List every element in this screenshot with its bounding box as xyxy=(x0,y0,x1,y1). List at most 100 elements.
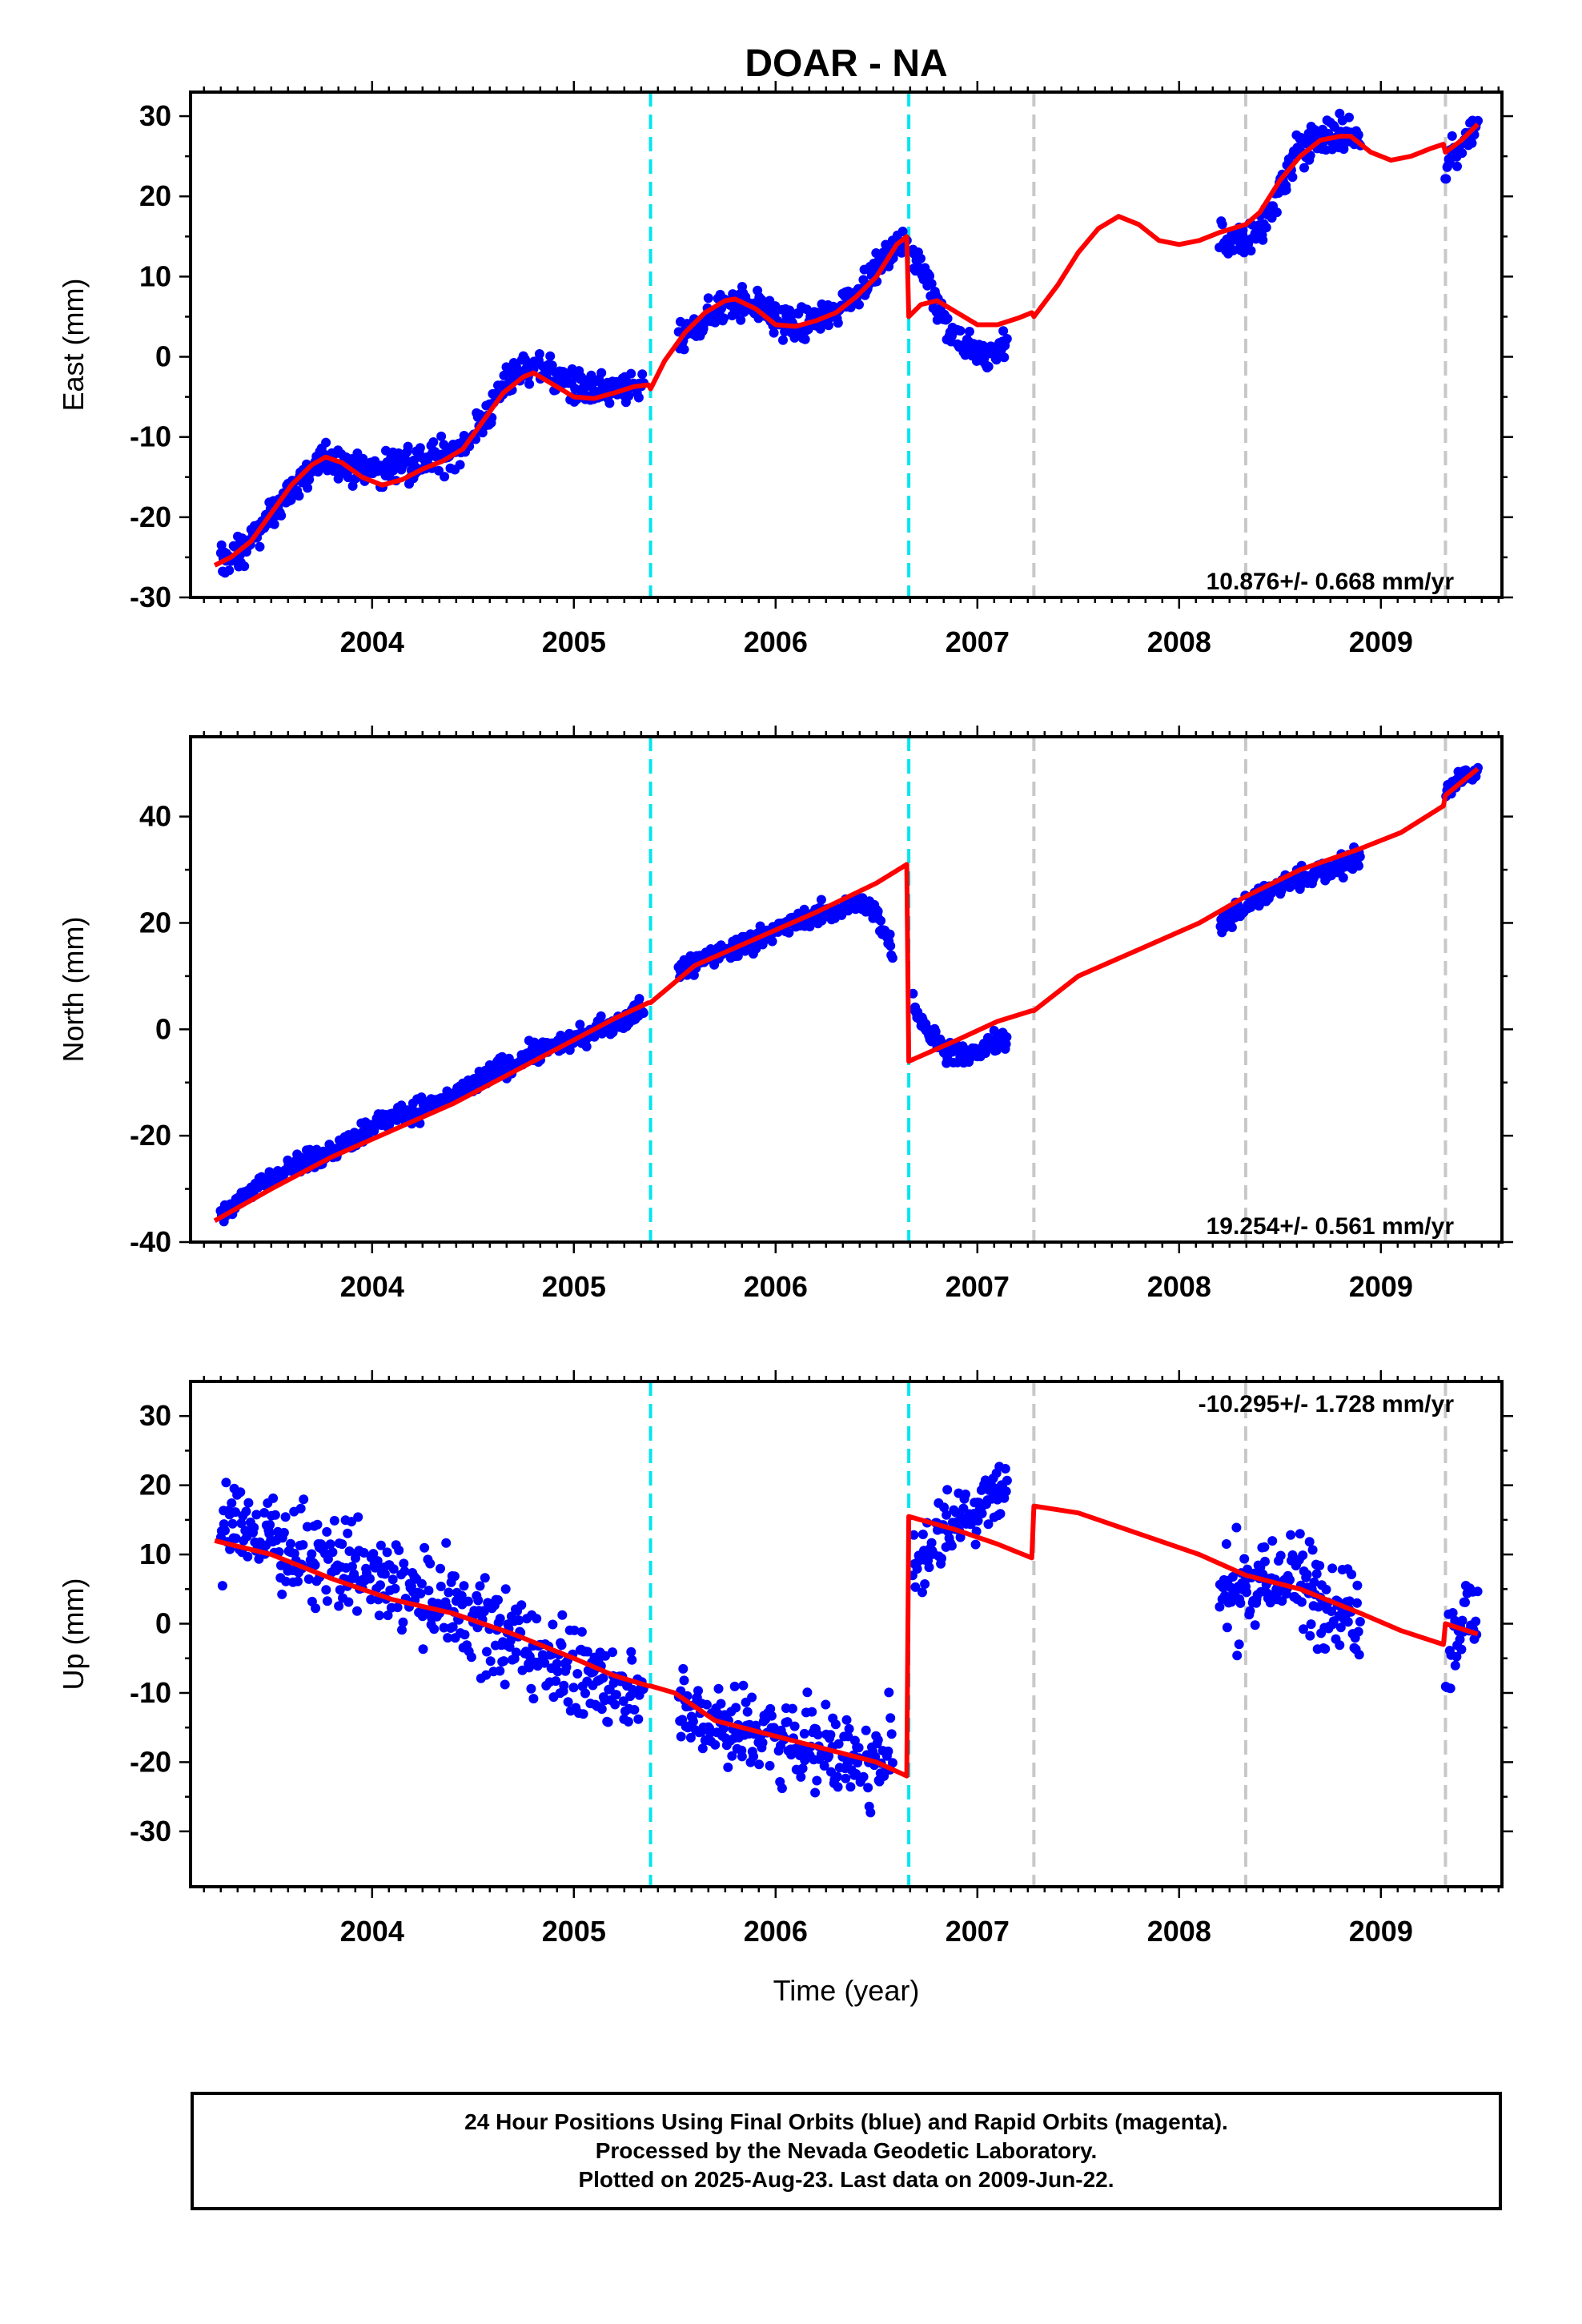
data-point xyxy=(307,1549,317,1559)
x-tick-label: 2007 xyxy=(946,1915,1010,1948)
data-point xyxy=(884,1687,894,1698)
data-point xyxy=(310,1560,320,1570)
data-point xyxy=(596,1704,607,1715)
data-point xyxy=(534,349,544,359)
y-tick-label: 30 xyxy=(139,99,171,132)
data-point xyxy=(803,324,813,335)
data-point xyxy=(1327,1563,1338,1574)
data-point xyxy=(281,1576,291,1586)
data-point xyxy=(998,326,1009,336)
data-point xyxy=(766,1711,777,1721)
data-point xyxy=(832,1771,842,1782)
data-point xyxy=(1275,1550,1286,1561)
x-tick-label: 2008 xyxy=(1147,625,1211,658)
data-point xyxy=(813,1730,823,1740)
data-point xyxy=(833,1782,843,1792)
data-point xyxy=(269,519,279,529)
data-points-up xyxy=(215,1462,1483,1818)
data-point xyxy=(1002,1475,1012,1486)
data-point xyxy=(321,1585,331,1595)
data-point xyxy=(352,1606,362,1616)
data-point xyxy=(939,1502,950,1513)
data-point xyxy=(910,1582,921,1592)
data-point xyxy=(1242,1587,1251,1598)
data-point xyxy=(633,1714,644,1724)
data-point xyxy=(912,1564,922,1574)
data-point xyxy=(1355,851,1365,862)
data-point xyxy=(436,1582,446,1591)
data-point xyxy=(436,1563,445,1574)
data-point xyxy=(727,1751,737,1761)
data-point xyxy=(443,1633,453,1643)
data-point xyxy=(500,1679,510,1690)
data-point xyxy=(1355,1617,1365,1626)
data-point xyxy=(1311,1569,1322,1579)
north-panel: 2004 2005 2006 2007 2008 2009 -40 -20 0 20 40 North… xyxy=(57,726,1513,1303)
plot-frame-up xyxy=(189,1380,1504,1888)
data-point xyxy=(819,1761,829,1771)
data-point xyxy=(572,1669,583,1679)
y-tick-label: 10 xyxy=(139,259,171,292)
data-point xyxy=(603,1717,613,1727)
data-point xyxy=(626,368,636,379)
data-point xyxy=(327,1547,338,1558)
x-axis-up: 2004 2005 2006 2007 2008 2009 xyxy=(203,1370,1500,1948)
data-point xyxy=(337,1539,347,1550)
y-axis-north: -40 -20 0 20 40 xyxy=(130,800,1513,1258)
y-tick-label: -20 xyxy=(130,1119,171,1152)
data-point xyxy=(495,1666,505,1676)
x-tick-label: 2008 xyxy=(1147,1270,1211,1303)
data-points-north xyxy=(215,762,1483,1227)
data-point xyxy=(844,1723,854,1734)
data-point xyxy=(736,315,746,325)
data-point xyxy=(1321,1584,1331,1594)
data-point xyxy=(716,1699,726,1709)
data-point xyxy=(961,1490,970,1499)
y-axis-up: -30 -20 -10 0 10 20 30 xyxy=(130,1399,1513,1848)
data-point xyxy=(552,1667,563,1677)
data-point xyxy=(886,1729,897,1739)
data-point xyxy=(1304,1537,1315,1547)
y-tick-label: -20 xyxy=(130,1745,171,1778)
data-point xyxy=(942,1485,953,1495)
x-axis-label: Time (year) xyxy=(773,1974,920,2007)
data-point xyxy=(1232,1651,1243,1661)
data-point xyxy=(596,368,607,378)
data-point xyxy=(220,1526,230,1536)
data-point xyxy=(1353,1626,1363,1637)
data-point xyxy=(392,1602,403,1613)
y-tick-label: 0 xyxy=(155,1012,171,1045)
data-point xyxy=(1352,1580,1363,1590)
data-point xyxy=(1245,1606,1255,1616)
data-point xyxy=(298,1540,308,1550)
data-point xyxy=(1299,1624,1308,1634)
data-point xyxy=(516,1600,527,1610)
data-point xyxy=(908,988,918,999)
data-point xyxy=(1455,1634,1465,1645)
data-point xyxy=(833,1739,844,1749)
data-point xyxy=(434,465,444,476)
data-point xyxy=(399,1558,409,1569)
data-point xyxy=(1450,1660,1460,1671)
data-point xyxy=(1267,1536,1278,1546)
y-tick-label: 30 xyxy=(139,1399,171,1432)
data-point xyxy=(1343,1617,1353,1627)
data-point xyxy=(1271,207,1282,218)
data-point xyxy=(548,1619,558,1630)
data-point xyxy=(343,1597,354,1607)
data-point xyxy=(608,1647,617,1658)
data-point xyxy=(425,1558,436,1569)
data-point xyxy=(1445,1683,1456,1694)
data-point xyxy=(1281,185,1291,195)
data-point xyxy=(551,1676,561,1687)
data-point xyxy=(243,1551,253,1562)
data-point xyxy=(705,944,716,954)
data-point xyxy=(633,392,644,403)
data-point xyxy=(379,1569,390,1579)
data-point xyxy=(1295,1529,1305,1539)
data-point xyxy=(241,1506,251,1517)
x-tick-label: 2005 xyxy=(542,1270,606,1303)
data-point xyxy=(865,1807,876,1818)
data-point xyxy=(802,1687,813,1698)
data-point xyxy=(1307,1545,1318,1555)
